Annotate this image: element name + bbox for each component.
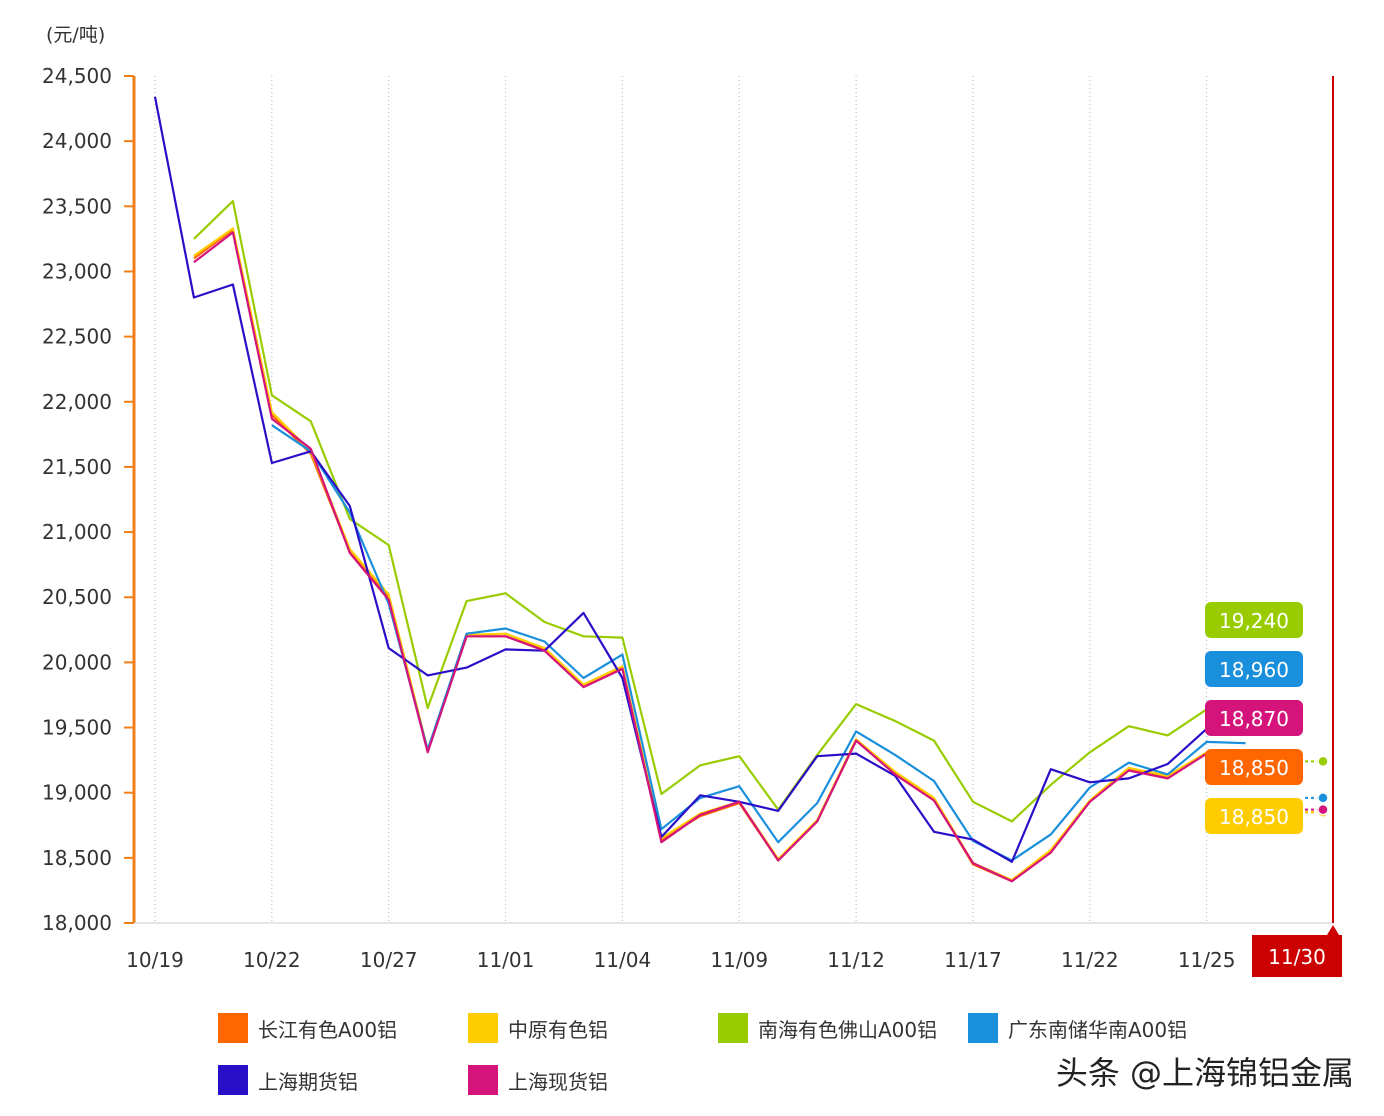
- x-tick-label: 11/17: [944, 948, 1002, 972]
- x-tick-label: 11/01: [477, 948, 535, 972]
- series-line: [193, 227, 1208, 882]
- legend-swatch: [468, 1013, 498, 1043]
- y-tick-label: 22,000: [42, 390, 112, 414]
- series-end-value-badge: [1205, 651, 1303, 687]
- x-tick-label: 11/22: [1061, 948, 1119, 972]
- x-tick-label: 11/04: [594, 948, 652, 972]
- cursor-badge: [1252, 935, 1342, 977]
- x-tick-label: 10/27: [360, 948, 418, 972]
- series-end-value-badge: [1205, 700, 1303, 736]
- y-tick-label: 20,000: [42, 650, 112, 674]
- y-tick-label: 24,000: [42, 129, 112, 153]
- series-line: [193, 231, 1208, 883]
- cursor-date-label: 11/30: [1268, 945, 1326, 969]
- legend-swatch: [968, 1013, 998, 1043]
- y-tick-label: 23,500: [42, 194, 112, 218]
- legend-swatch: [218, 1013, 248, 1043]
- series-line: [153, 96, 1208, 863]
- cursor-badge-pointer: [1327, 925, 1339, 935]
- series-end-marker: [1317, 792, 1329, 804]
- x-tick-label: 11/09: [710, 948, 768, 972]
- y-tick-label: 23,000: [42, 259, 112, 283]
- series-end-value-label: 18,960: [1219, 658, 1289, 682]
- legend-swatch: [718, 1013, 748, 1043]
- series-line: [193, 200, 1208, 823]
- y-tick-label: 18,500: [42, 846, 112, 870]
- legend-item[interactable]: 上海期货铝: [218, 1064, 358, 1096]
- watermark: 头条 @上海锦铝金属: [1055, 1054, 1354, 1092]
- legend-swatch: [218, 1065, 248, 1095]
- series-lines: [153, 96, 1246, 883]
- x-tick-label: 11/12: [827, 948, 885, 972]
- legend-label: 上海期货铝: [258, 1069, 358, 1094]
- legend-item[interactable]: 南海有色佛山A00铝: [718, 1012, 937, 1044]
- y-tick-label: 24,500: [42, 64, 112, 88]
- x-tick-label: 10/19: [126, 948, 184, 972]
- x-tick-label: 11/25: [1178, 948, 1236, 972]
- legend-label: 长江有色A00铝: [258, 1017, 398, 1042]
- legend-label: 上海现货铝: [508, 1069, 608, 1094]
- y-tick-label: 21,000: [42, 520, 112, 544]
- y-tick-label: 18,000: [42, 911, 112, 935]
- y-tick-label: 22,500: [42, 325, 112, 349]
- end-value-labels: 19,240 18,960 18,870 18,850 18,850: [1205, 602, 1329, 834]
- y-tick-label: 19,500: [42, 716, 112, 740]
- legend-label: 广东南储华南A00铝: [1008, 1017, 1188, 1042]
- series-end-value-label: 18,870: [1219, 707, 1289, 731]
- legend-swatch: [468, 1065, 498, 1095]
- legend-item[interactable]: 上海现货铝: [468, 1064, 608, 1096]
- series-end-marker: [1317, 803, 1329, 816]
- y-axis-unit-label: (元/吨): [46, 24, 106, 46]
- series-line: [193, 228, 1208, 883]
- series-end-value-badge: [1205, 602, 1303, 638]
- series-end-value-label: 18,850: [1219, 756, 1289, 780]
- legend-item[interactable]: 广东南储华南A00铝: [968, 1012, 1187, 1044]
- series-end-value-badge: [1205, 749, 1303, 785]
- series-end-value-badge: [1205, 798, 1303, 834]
- y-tick-label: 21,500: [42, 455, 112, 479]
- series-end-value-label: 18,850: [1219, 805, 1289, 829]
- y-tick-label: 19,000: [42, 781, 112, 805]
- cursor: 11/30: [1252, 76, 1342, 977]
- legend-label: 中原有色铝: [508, 1017, 608, 1042]
- legend-item[interactable]: 长江有色A00铝: [218, 1012, 397, 1044]
- legend-item[interactable]: 中原有色铝: [468, 1012, 608, 1044]
- series-end-value-label: 19,240: [1219, 609, 1289, 633]
- legend-label: 南海有色佛山A00铝: [758, 1017, 938, 1042]
- x-tick-label: 10/22: [243, 948, 301, 972]
- series-end-marker: [1317, 755, 1329, 768]
- y-tick-label: 20,500: [42, 585, 112, 609]
- axes: 18,000 18,500 19,000 19,500 20,000 20,500 21,0…: [42, 64, 1333, 972]
- gridlines: [154, 76, 1208, 923]
